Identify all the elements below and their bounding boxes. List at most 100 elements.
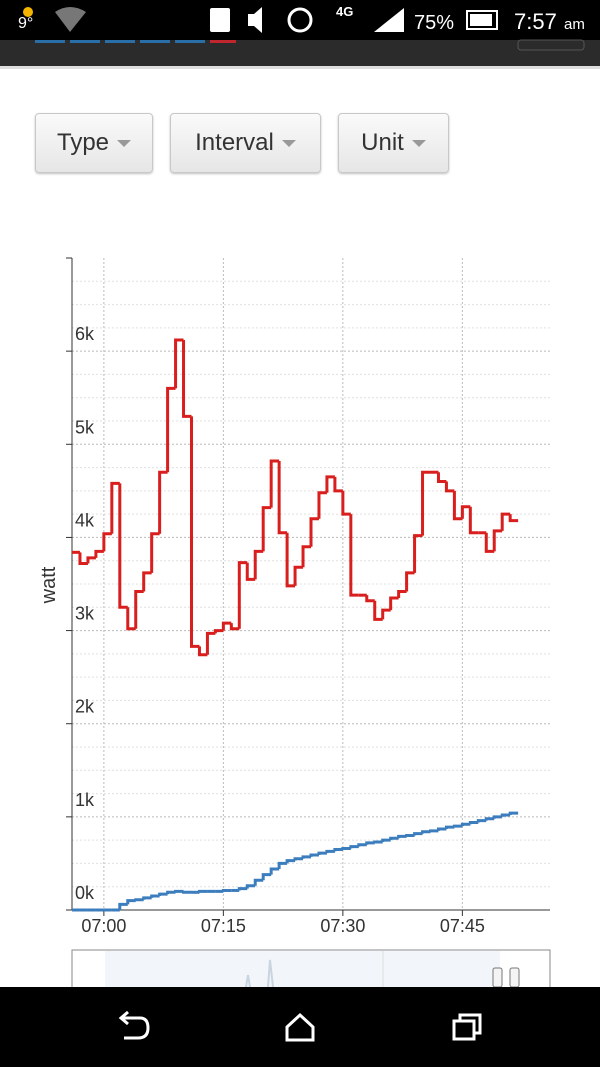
chart: watt 0k 1k 2k 3k 4k 5k 6k 07:00 07:15 07:30 07:45 bbox=[38, 257, 550, 936]
step-segment bbox=[245, 562, 256, 581]
step-segment bbox=[142, 571, 152, 592]
step-segment bbox=[229, 623, 240, 631]
step-segment bbox=[325, 849, 335, 854]
battery-icon bbox=[466, 10, 498, 30]
type-button[interactable]: Type bbox=[35, 113, 153, 173]
recents-button[interactable] bbox=[452, 1013, 482, 1041]
step-segment bbox=[381, 608, 391, 620]
step-segment bbox=[500, 813, 511, 817]
step-segment bbox=[484, 817, 495, 821]
x-tick-label: 07:30 bbox=[320, 916, 365, 936]
home-button[interactable] bbox=[285, 1012, 315, 1042]
step-segment bbox=[381, 838, 391, 843]
step-segment bbox=[174, 338, 184, 389]
step-segment bbox=[86, 556, 96, 564]
app-header bbox=[0, 40, 600, 66]
step-segment bbox=[166, 890, 176, 895]
step-segment bbox=[253, 878, 264, 886]
back-button[interactable] bbox=[118, 1010, 150, 1040]
step-segment bbox=[317, 491, 327, 519]
step-segment bbox=[468, 820, 479, 825]
step-segment bbox=[205, 631, 216, 655]
clock: 7:57 bbox=[514, 9, 557, 34]
step-segment bbox=[285, 859, 296, 864]
alarm-icon bbox=[287, 7, 313, 33]
step-segment bbox=[110, 481, 120, 534]
y-tick-label: 3k bbox=[75, 604, 95, 624]
network-type: 4G bbox=[336, 4, 353, 19]
step-segment bbox=[182, 339, 192, 418]
battery-fill bbox=[470, 14, 492, 26]
mute-icon bbox=[248, 7, 262, 33]
step-segment bbox=[460, 505, 471, 519]
step-segment bbox=[405, 571, 415, 592]
battery-level: 75% bbox=[414, 12, 454, 34]
step-segment bbox=[269, 867, 280, 875]
step-segment bbox=[197, 889, 208, 893]
signal-icon bbox=[374, 8, 404, 32]
unit-button[interactable]: Unit bbox=[338, 113, 449, 173]
step-segment bbox=[452, 824, 463, 828]
step-segment bbox=[333, 847, 343, 852]
step-segment bbox=[301, 545, 311, 568]
step-segment bbox=[389, 596, 399, 611]
y-tick-label: 6k bbox=[75, 324, 95, 344]
step-segment bbox=[237, 887, 248, 891]
step-segment bbox=[118, 902, 128, 910]
step-segment bbox=[365, 595, 375, 603]
button-label: Type bbox=[56, 129, 110, 156]
interval-button[interactable]: Interval bbox=[170, 113, 321, 173]
y-tick-label: 1k bbox=[75, 790, 95, 810]
step-segment bbox=[261, 506, 272, 552]
step-segment bbox=[301, 855, 311, 859]
step-segment bbox=[468, 506, 479, 535]
step-segment bbox=[174, 889, 184, 893]
step-segment bbox=[293, 857, 304, 861]
step-segment bbox=[389, 836, 399, 841]
step-segment bbox=[285, 532, 296, 588]
step-segment bbox=[309, 853, 319, 857]
step-segment bbox=[349, 845, 359, 849]
step-segment bbox=[277, 861, 288, 870]
step-segment bbox=[126, 899, 136, 905]
header-shadow bbox=[0, 66, 600, 69]
step-segment bbox=[373, 600, 383, 621]
step-segment bbox=[429, 829, 439, 833]
step-segment bbox=[118, 483, 128, 609]
step-segment bbox=[444, 825, 455, 829]
navigator bbox=[71, 949, 551, 988]
status-bar bbox=[0, 0, 600, 40]
step-segment bbox=[221, 888, 232, 892]
step-segment bbox=[182, 890, 192, 894]
step-segment bbox=[341, 490, 351, 516]
nav-bar bbox=[0, 987, 600, 1067]
step-segment bbox=[197, 646, 208, 657]
step-segment bbox=[126, 607, 136, 631]
step-segment bbox=[436, 827, 447, 831]
step-segment bbox=[492, 815, 503, 819]
step-segment bbox=[341, 847, 351, 851]
button-label: Unit bbox=[361, 129, 404, 156]
wifi-icon bbox=[55, 7, 86, 32]
y-tick-label: 2k bbox=[75, 697, 95, 717]
step-segment bbox=[158, 892, 168, 897]
step-segment bbox=[373, 840, 383, 844]
step-segment bbox=[325, 475, 335, 493]
step-segment bbox=[142, 896, 152, 900]
x-tick-label: 07:45 bbox=[440, 916, 485, 936]
step-segment bbox=[405, 833, 415, 837]
step-segment bbox=[349, 514, 359, 597]
step-segment bbox=[484, 532, 495, 553]
step-segment bbox=[78, 552, 88, 566]
step-segment bbox=[476, 819, 487, 823]
step-segment bbox=[413, 832, 423, 836]
step-segment bbox=[134, 589, 144, 629]
x-tick-label: 07:15 bbox=[201, 916, 246, 936]
step-segment bbox=[397, 589, 407, 598]
step-segment bbox=[221, 621, 232, 631]
step-segment bbox=[277, 461, 288, 535]
step-segment bbox=[508, 811, 519, 815]
weather-icon bbox=[23, 7, 33, 17]
step-segment bbox=[261, 873, 272, 881]
